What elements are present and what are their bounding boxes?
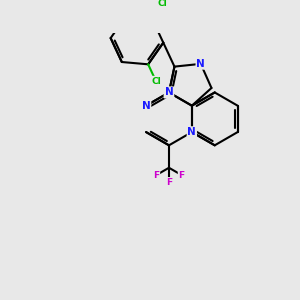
Text: Cl: Cl [158, 0, 168, 8]
Text: Cl: Cl [151, 76, 161, 85]
Text: N: N [165, 88, 173, 98]
Text: N: N [188, 127, 196, 137]
Text: N: N [142, 101, 151, 111]
Text: N: N [196, 59, 205, 69]
Text: F: F [166, 178, 172, 187]
Text: N: N [165, 88, 173, 98]
Text: F: F [153, 170, 159, 179]
Text: F: F [178, 170, 184, 179]
